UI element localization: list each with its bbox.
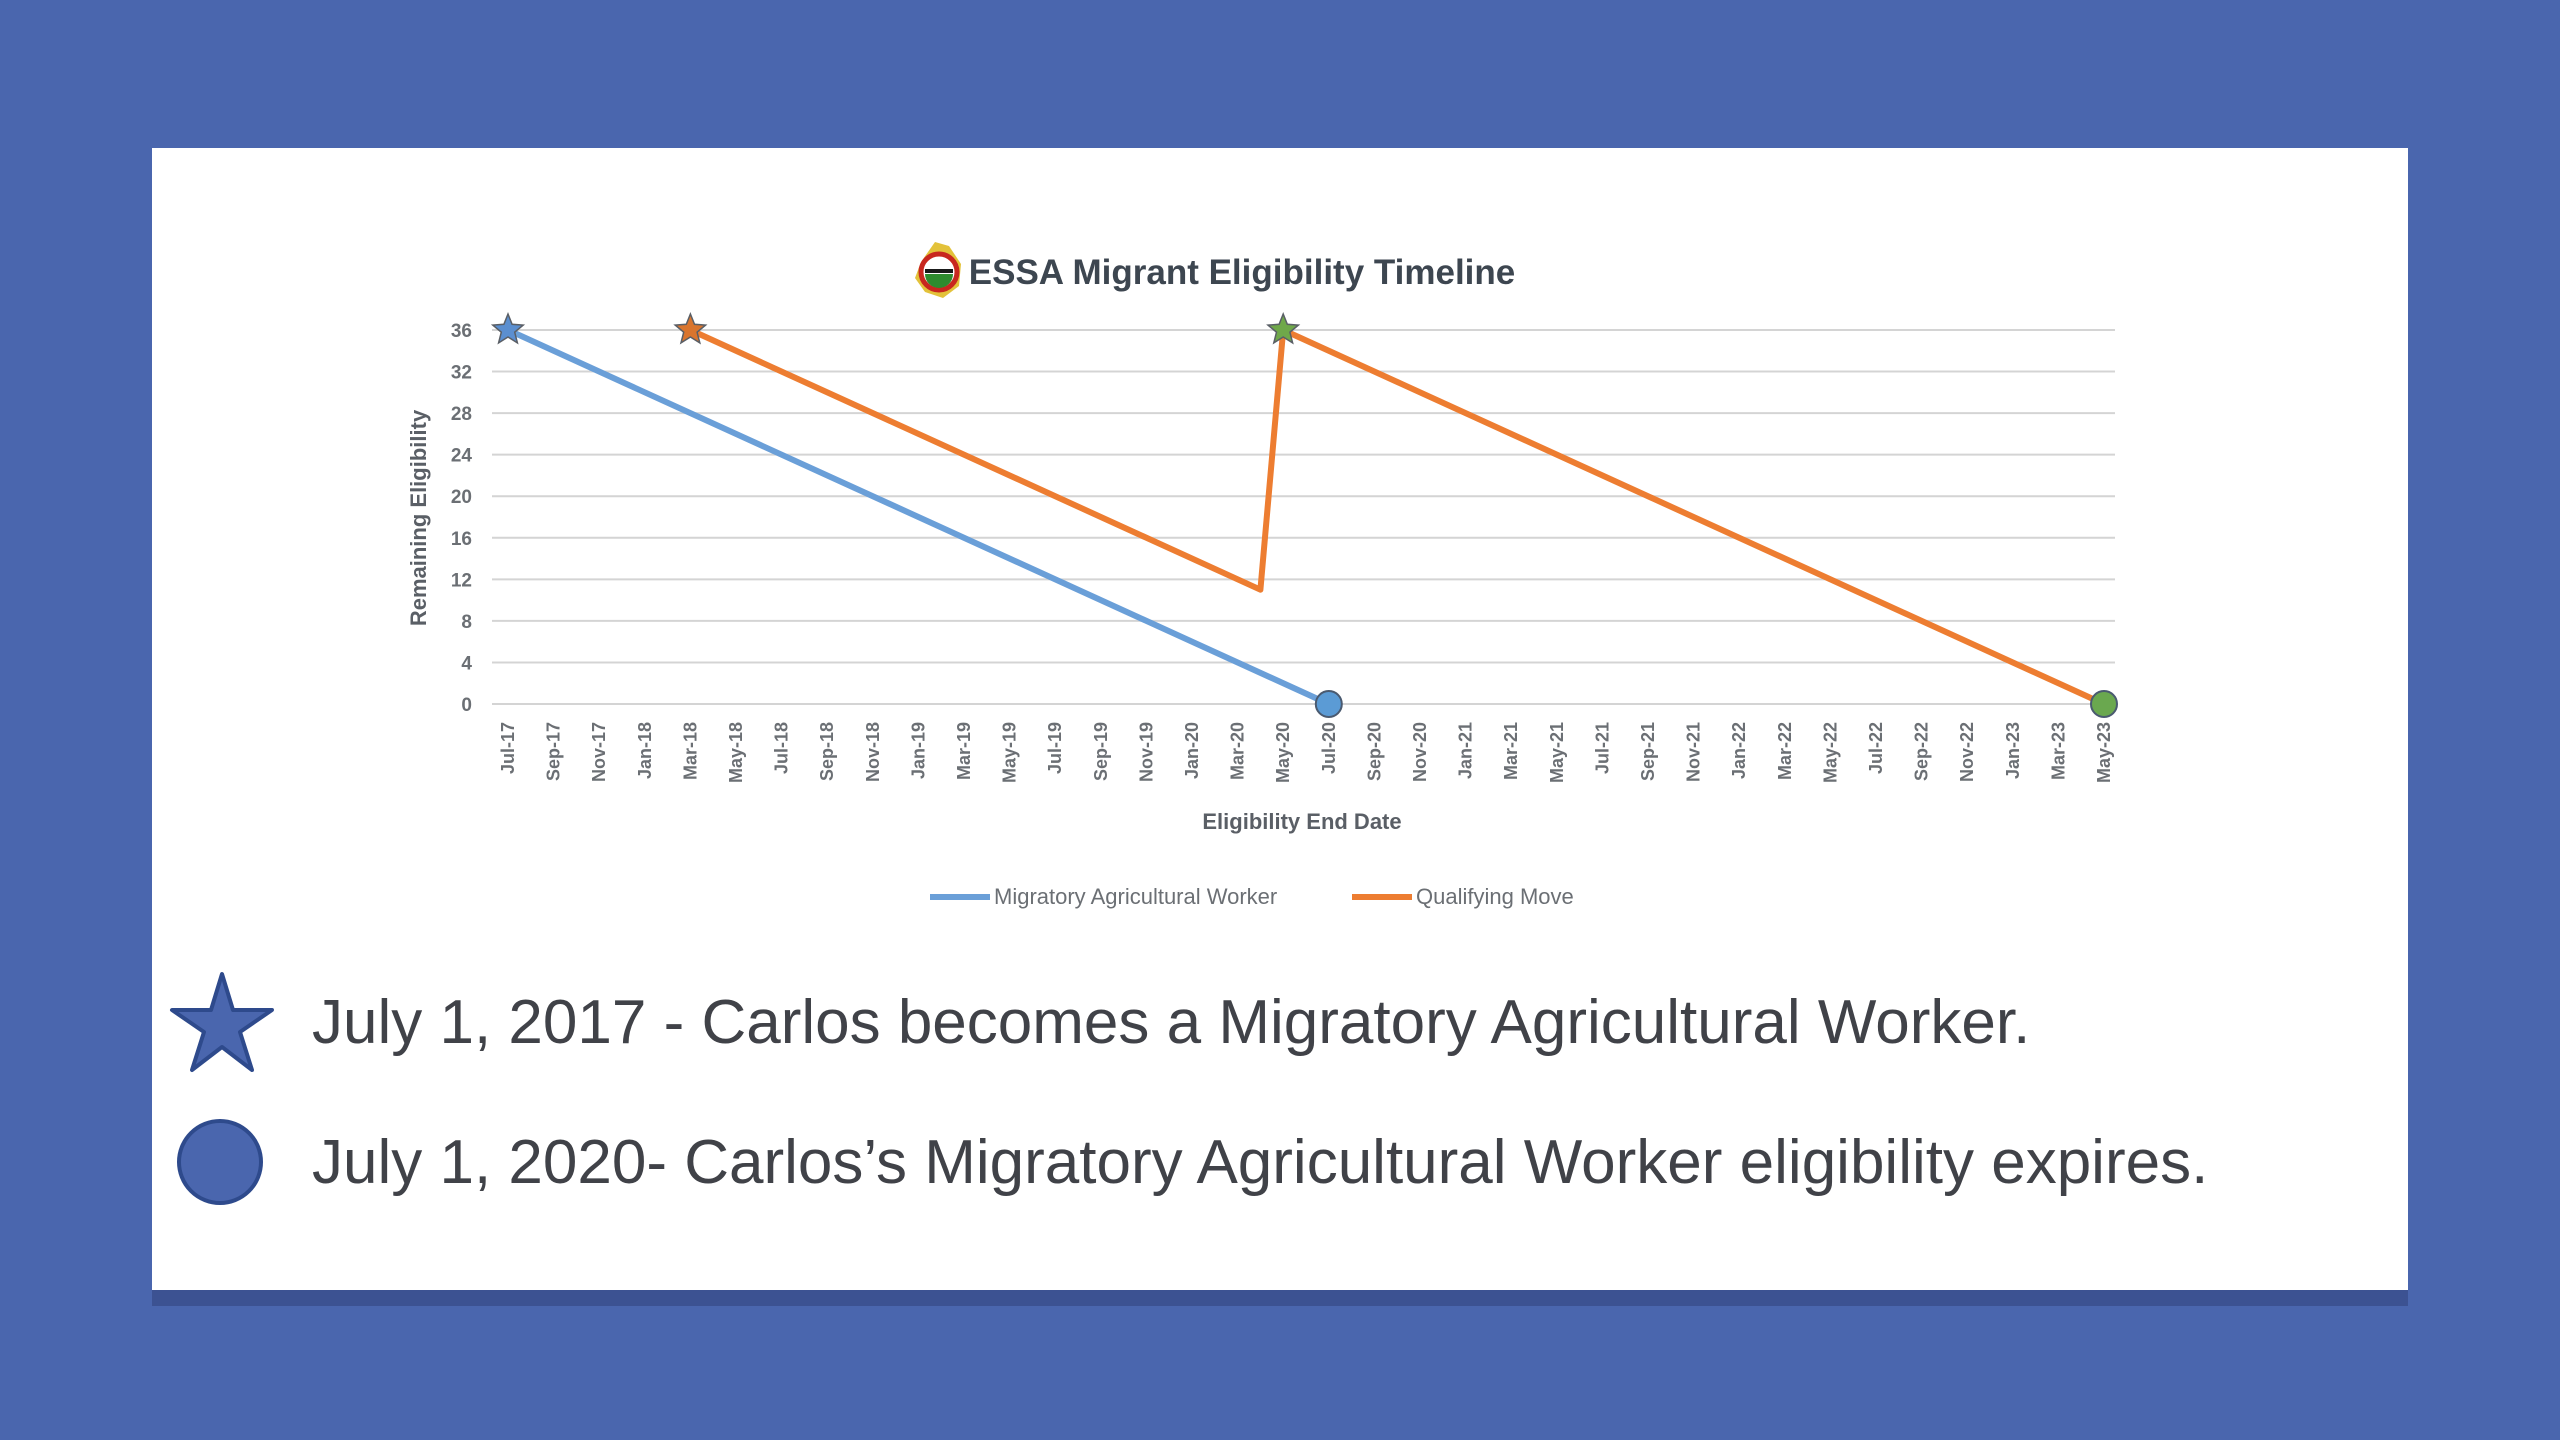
x-tick-label: Sep-19 — [1091, 722, 1111, 781]
x-tick-label: Jul-17 — [498, 722, 518, 774]
x-tick-label: May-19 — [1000, 722, 1020, 783]
x-tick-label: Sep-21 — [1638, 722, 1658, 781]
title-logo — [915, 242, 961, 298]
x-tick-label: Nov-21 — [1684, 722, 1704, 782]
data-point-star — [1266, 311, 1301, 345]
data-point-star — [490, 311, 526, 345]
x-tick-label: Jul-22 — [1866, 722, 1886, 774]
note-row-start: July 1, 2017 - Carlos becomes a Migrator… — [152, 968, 2408, 1078]
x-tick-labels: Jul-17 Sep-17 Nov-17 Jan-18 Mar-18 May-18 Jul-… — [498, 722, 2114, 783]
series-markers — [490, 311, 2118, 718]
y-tick-labels: 0 4 8 12 16 20 24 28 32 36 — [451, 321, 473, 716]
x-tick-label: Jul-18 — [772, 722, 792, 774]
legend-label-migratory-agricultural-worker: Migratory Agricultural Worker — [994, 884, 1277, 909]
y-tick-label: 20 — [451, 487, 472, 508]
x-tick-label: Mar-22 — [1775, 722, 1795, 780]
x-tick-label: Nov-17 — [589, 722, 609, 782]
x-tick-label: May-20 — [1273, 722, 1293, 783]
y-tick-label: 4 — [461, 653, 472, 674]
x-tick-label: May-23 — [2094, 722, 2114, 783]
data-point-circle — [2090, 690, 2118, 718]
legend-label-qualifying-move: Qualifying Move — [1416, 884, 1574, 909]
x-tick-label: Mar-20 — [1228, 722, 1248, 780]
x-tick-label: May-21 — [1547, 722, 1567, 783]
eligibility-chart: ESSA Migrant Eligibility Timeline 0 4 8 12 1… — [406, 242, 2118, 909]
x-tick-label: Jan-19 — [908, 722, 928, 779]
x-tick-label: May-22 — [1820, 722, 1840, 783]
x-tick-label: Jan-18 — [635, 722, 655, 779]
y-axis-label: Remaining Eligibility — [406, 409, 431, 626]
x-tick-label: Sep-17 — [544, 722, 564, 781]
x-tick-label: Sep-20 — [1364, 722, 1384, 781]
legend: Migratory Agricultural Worker Qualifying… — [930, 884, 1574, 909]
y-tick-label: 28 — [451, 404, 472, 425]
data-point-star — [673, 311, 708, 345]
y-tick-label: 24 — [451, 446, 473, 467]
x-axis-label: Eligibility End Date — [1202, 809, 1401, 834]
x-tick-label: Nov-22 — [1957, 722, 1977, 782]
y-tick-label: 32 — [451, 363, 472, 384]
x-tick-label: Sep-22 — [1912, 722, 1932, 781]
x-tick-label: Nov-20 — [1410, 722, 1430, 782]
x-tick-label: Jan-20 — [1182, 722, 1202, 779]
y-tick-label: 16 — [451, 529, 472, 550]
slide-card: ESSA Migrant Eligibility Timeline 0 4 8 12 1… — [152, 148, 2408, 1290]
x-tick-label: Jan-23 — [2003, 722, 2023, 779]
y-tick-label: 0 — [461, 695, 472, 716]
star-icon — [170, 972, 274, 1072]
x-tick-label: Jan-21 — [1456, 722, 1476, 779]
x-tick-label: Jan-22 — [1729, 722, 1749, 779]
x-tick-label: Sep-18 — [817, 722, 837, 781]
note-text-expiry: July 1, 2020- Carlos’s Migratory Agricul… — [312, 1128, 2209, 1197]
x-tick-label: May-18 — [726, 722, 746, 783]
x-tick-label: Jul-19 — [1045, 722, 1065, 774]
x-tick-label: Jul-21 — [1592, 722, 1612, 774]
circle-icon — [177, 1119, 263, 1205]
series-line-0 — [505, 327, 1332, 707]
series-lines — [505, 327, 2107, 707]
series-line-1 — [687, 327, 2107, 707]
x-tick-label: Mar-18 — [680, 722, 700, 780]
note-text-start: July 1, 2017 - Carlos becomes a Migrator… — [312, 988, 2031, 1057]
x-tick-label: Jul-20 — [1319, 722, 1339, 774]
y-tick-label: 8 — [461, 612, 472, 633]
y-tick-label: 12 — [451, 570, 472, 591]
x-tick-label: Mar-21 — [1501, 722, 1521, 780]
x-tick-label: Mar-19 — [954, 722, 974, 780]
x-tick-label: Nov-19 — [1136, 722, 1156, 782]
note-row-expiry: July 1, 2020- Carlos’s Migratory Agricul… — [152, 1108, 2408, 1218]
chart-title: ESSA Migrant Eligibility Timeline — [969, 253, 1515, 292]
x-tick-label: Mar-23 — [2048, 722, 2068, 780]
x-tick-label: Nov-18 — [863, 722, 883, 782]
gridlines — [492, 329, 2115, 705]
data-point-circle — [1314, 690, 1343, 718]
y-tick-label: 36 — [451, 321, 472, 342]
